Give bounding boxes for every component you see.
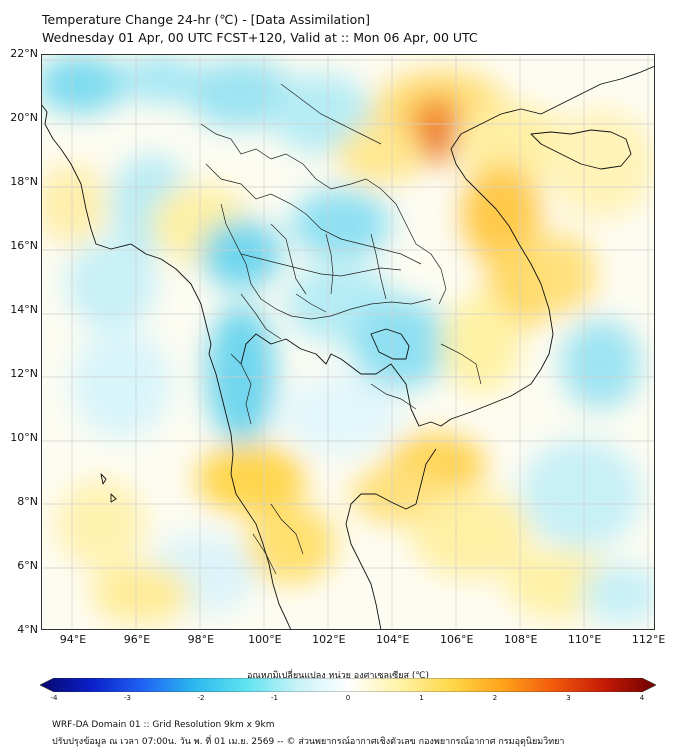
lon-tick-label: 106°E — [439, 633, 474, 646]
colorbar-title: อุณหภูมิเปลี่ยนแปลง หน่วย องศาเซลเซียส (… — [246, 671, 430, 681]
colorbar-tick-label: 2 — [492, 694, 498, 702]
temperature-field — [41, 54, 655, 624]
colorbar-ramp — [40, 678, 656, 692]
colorbar-tick-label: 3 — [566, 694, 571, 702]
lon-tick-label: 100°E — [248, 633, 282, 646]
lat-tick-label: 22°N — [10, 47, 38, 60]
province-borders — [200, 83, 482, 575]
colorbar-tick-label: -2 — [197, 694, 205, 702]
lat-tick-label: 20°N — [10, 111, 38, 124]
coastlines — [41, 65, 655, 630]
grid-lines — [41, 54, 655, 630]
colorbar-tick-label: 4 — [639, 694, 645, 702]
lat-tick-label: 8°N — [17, 495, 38, 508]
lat-tick-label: 12°N — [10, 367, 38, 380]
lon-tick-label: 96°E — [123, 633, 151, 646]
map-subtitle: Wednesday 01 Apr, 00 UTC FCST+120, Valid… — [42, 30, 478, 45]
footer-model-info: WRF-DA Domain 01 :: Grid Resolution 9km … — [52, 720, 275, 730]
colorbar — [40, 678, 656, 692]
footer-credit: ปรับปรุงข้อมูล ณ เวลา 07:00น. วัน พ. ที่… — [52, 737, 565, 747]
lat-tick-label: 16°N — [10, 239, 38, 252]
colorbar-tick-label: -4 — [50, 694, 58, 702]
map-title: Temperature Change 24-hr (℃) - [Data Ass… — [42, 12, 371, 27]
lon-tick-label: 98°E — [187, 633, 215, 646]
lon-tick-label: 94°E — [59, 633, 87, 646]
lat-tick-label: 18°N — [10, 175, 38, 188]
lon-tick-label: 104°E — [376, 633, 410, 646]
lat-tick-label: 4°N — [17, 623, 38, 636]
lon-tick-label: 108°E — [503, 633, 538, 646]
colorbar-tick-label: -3 — [124, 694, 131, 702]
lat-tick-label: 6°N — [17, 559, 38, 572]
lon-tick-label: 112°E — [631, 633, 666, 646]
colorbar-tick-label: -1 — [271, 694, 278, 702]
colorbar-tick-label: 0 — [345, 694, 351, 702]
lat-tick-label: 14°N — [10, 303, 38, 316]
map-border — [41, 54, 655, 630]
colorbar-tick-label: 1 — [419, 694, 424, 702]
lat-tick-label: 10°N — [10, 431, 38, 444]
map-panel — [41, 54, 655, 630]
lon-tick-label: 102°E — [312, 633, 346, 646]
lon-tick-label: 110°E — [567, 633, 602, 646]
